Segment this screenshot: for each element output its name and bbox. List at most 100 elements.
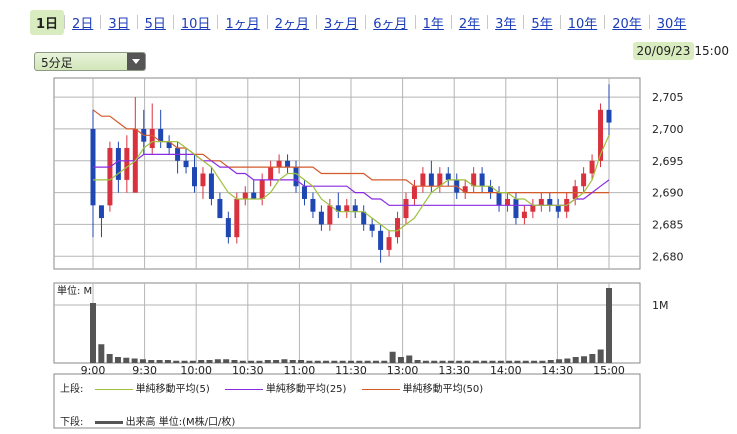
candle-body: [471, 173, 477, 187]
volume-bar: [114, 357, 121, 363]
volume-bar: [372, 360, 379, 363]
last-updated-date: 20/09/23: [632, 42, 695, 60]
volume-bar: [98, 344, 105, 363]
volume-bar: [497, 360, 504, 363]
volume-bar: [164, 360, 171, 363]
y-tick-label: 2,705: [652, 91, 684, 104]
tab-15[interactable]: 30年: [656, 16, 687, 32]
candle-body: [411, 186, 417, 199]
tab-11[interactable]: 3年: [495, 16, 517, 32]
candle-body: [293, 167, 299, 187]
tab-8[interactable]: 6ヶ月: [373, 16, 408, 32]
candle-body: [606, 109, 612, 123]
candle-body: [183, 160, 189, 168]
candle-body: [386, 237, 392, 250]
x-tick-label: 9:30: [132, 364, 157, 377]
volume-bar: [581, 356, 588, 363]
tab-separator: [136, 15, 138, 29]
tab-14[interactable]: 20年: [612, 16, 642, 32]
period-tab-bar: 1日 2日 3日 5日 10日 1ヶ月 2ヶ月 3ヶ月 6ヶ月 1年 2年 3年 5年 10年 20年 30年: [30, 9, 693, 35]
tab-separator: [64, 15, 66, 29]
volume-bar: [356, 360, 363, 363]
volume-bar: [572, 357, 579, 363]
volume-bar: [381, 360, 388, 363]
tab-7[interactable]: 3ヶ月: [324, 16, 359, 32]
candle-body: [589, 160, 595, 174]
candle-body: [217, 198, 223, 219]
candle-body: [285, 160, 291, 168]
volume-bar: [539, 360, 546, 363]
legend-upper: 上段: 単純移動平均(5) 単純移動平均(25) 単純移動平均(50): [60, 380, 483, 395]
candle-body: [149, 128, 155, 149]
tab-9[interactable]: 1年: [422, 16, 444, 32]
candle-body: [538, 198, 544, 206]
candle-body: [268, 167, 274, 180]
legend-volume: 出来高 単位:(M株/口/枚): [125, 417, 236, 428]
volume-bar: [273, 360, 280, 363]
tab-4[interactable]: 10日: [180, 16, 211, 32]
volume-bar: [214, 359, 221, 363]
x-tick-label: 11:00: [284, 364, 316, 377]
candle-body: [124, 148, 130, 180]
candle-body: [158, 128, 164, 142]
tab-separator: [523, 15, 525, 29]
x-tick-label: 14:30: [542, 364, 574, 377]
volume-bar: [522, 360, 529, 363]
candle-body: [428, 173, 434, 187]
candle-body: [225, 218, 231, 238]
tab-separator: [316, 15, 317, 29]
candle-body: [420, 173, 426, 187]
tab-3[interactable]: 5日: [144, 16, 166, 32]
volume-bar: [223, 359, 230, 363]
legend-ma5: 単純移動平均(5): [135, 384, 210, 395]
volume-bar: [289, 360, 296, 363]
volume-bar: [397, 357, 404, 363]
interval-select[interactable]: 5分足: [34, 52, 146, 71]
candle-body: [403, 198, 409, 219]
tab-12[interactable]: 5年: [531, 16, 553, 32]
volume-bar: [256, 360, 263, 363]
volume-bar: [506, 360, 513, 363]
x-tick-label: 10:00: [180, 364, 212, 377]
volume-bar: [414, 360, 421, 363]
volume-bar: [348, 360, 354, 363]
candle-body: [378, 230, 384, 250]
ma5-line: [93, 135, 610, 232]
volume-bar: [597, 349, 604, 363]
x-tick-label: 13:00: [387, 364, 419, 377]
tab-10[interactable]: 2年: [458, 16, 481, 32]
candle-body: [344, 205, 350, 212]
x-tick-label: 10:30: [232, 364, 264, 377]
candle-body: [598, 109, 604, 161]
candle-body: [547, 198, 553, 206]
volume-bar: [189, 360, 196, 363]
volume-bar: [206, 360, 213, 363]
x-tick-label: 9:00: [81, 364, 106, 377]
tab-5[interactable]: 1ヶ月: [225, 16, 260, 32]
volume-bar: [323, 360, 330, 363]
candle-body: [208, 173, 214, 199]
volume-bar: [422, 360, 429, 363]
legend-upper-label: 上段:: [60, 384, 84, 395]
chevron-down-icon[interactable]: [127, 53, 145, 70]
tab-0[interactable]: 1日: [30, 9, 65, 35]
candle-body: [327, 205, 333, 225]
volume-bar: [248, 360, 255, 363]
tab-13[interactable]: 10年: [567, 16, 598, 32]
volume-unit-label: 単位: M: [57, 284, 92, 297]
tab-separator: [172, 15, 174, 29]
y-tick-label: 2,700: [652, 123, 684, 136]
volume-bar: [606, 288, 612, 363]
candle-body: [496, 192, 502, 206]
candle-body: [521, 211, 527, 219]
legend-ma50: 単純移動平均(50): [402, 384, 484, 395]
candle-body: [192, 167, 198, 187]
last-updated: 20/09/23 15:00: [632, 42, 729, 60]
tab-2[interactable]: 3日: [108, 16, 130, 32]
candle-body: [107, 148, 113, 206]
volume-bar: [198, 360, 205, 363]
volume-bar: [239, 360, 246, 363]
tab-6[interactable]: 2ヶ月: [274, 16, 309, 32]
tab-1[interactable]: 2日: [72, 16, 94, 32]
ma25-line: [93, 153, 610, 206]
